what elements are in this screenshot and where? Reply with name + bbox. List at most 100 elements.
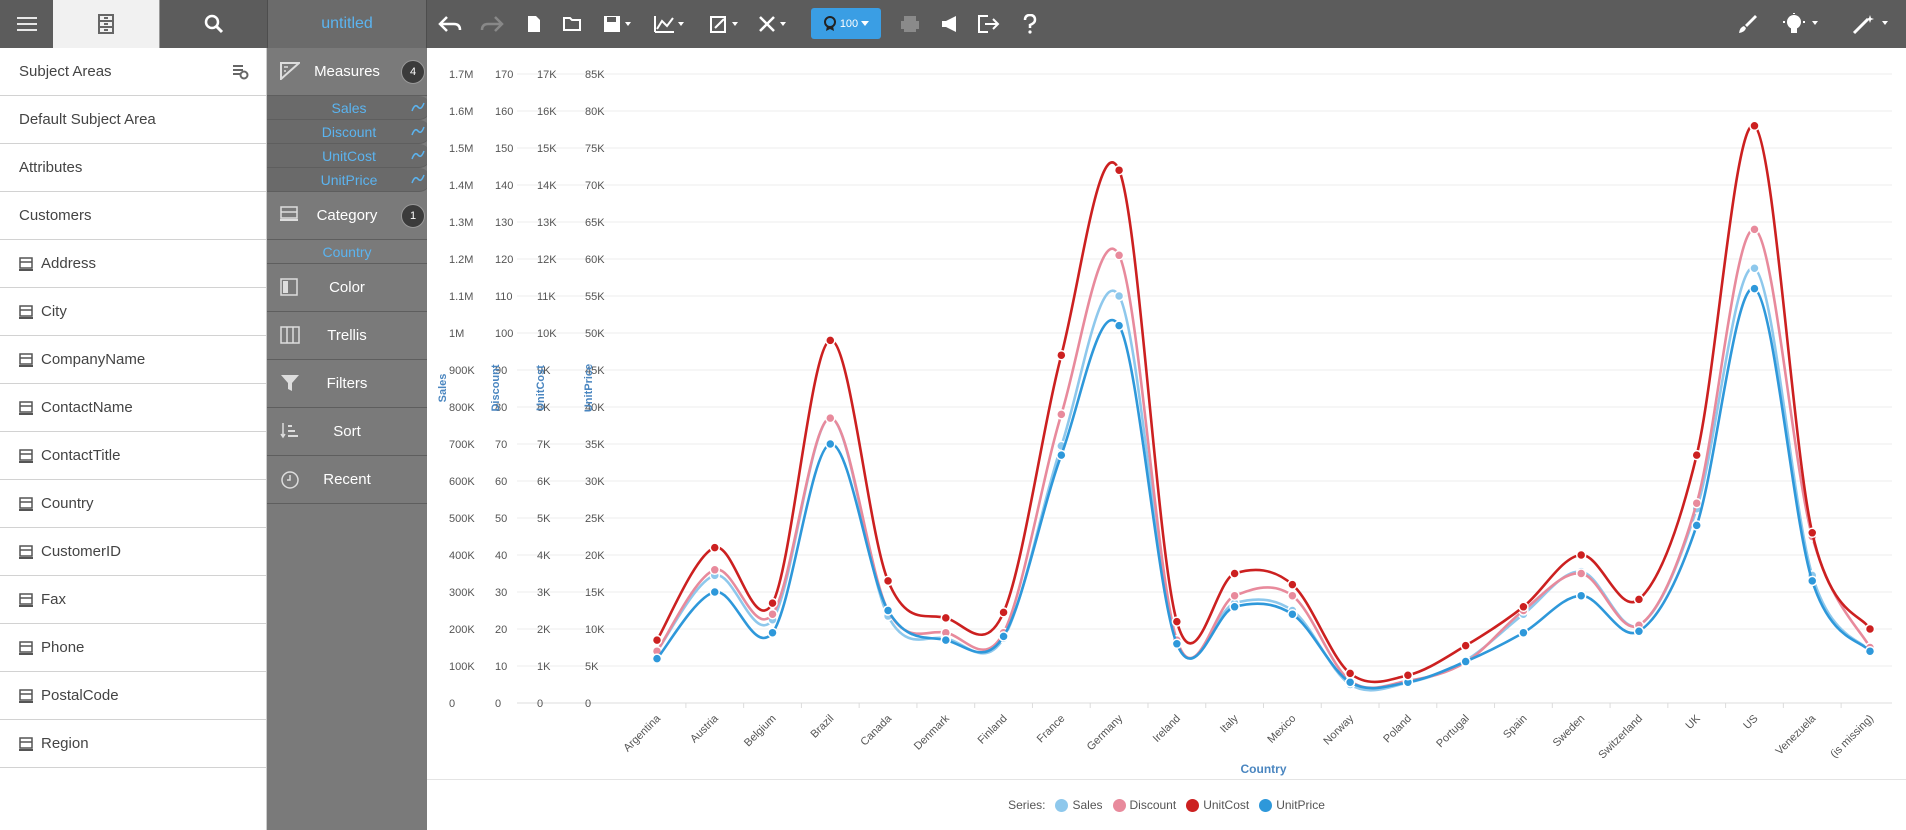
y-tick-label: 10K	[585, 624, 605, 636]
measures-shelf[interactable]: Measures 4	[267, 48, 427, 96]
y-tick-label: 20K	[585, 550, 605, 562]
measure-item-unitprice[interactable]: UnitPrice	[267, 168, 431, 192]
data-point	[1113, 164, 1125, 176]
measure-label: Discount	[321, 123, 377, 140]
trend-icon	[411, 126, 425, 136]
document-title[interactable]: untitled	[267, 0, 427, 48]
field-item[interactable]: ContactName	[0, 384, 266, 432]
color-label: Color	[329, 279, 365, 296]
y-tick-label: 1.7M	[449, 69, 473, 81]
save-button[interactable]	[600, 0, 636, 48]
field-item[interactable]: CompanyName	[0, 336, 266, 384]
field-label: Region	[41, 735, 89, 752]
y-tick-label: 600K	[449, 476, 475, 488]
list-item[interactable]: Subject Areas	[0, 48, 266, 96]
legend-item-discount[interactable]: Discount	[1112, 798, 1177, 812]
gear-icon[interactable]	[232, 64, 250, 80]
sort-shelf[interactable]: Sort	[267, 408, 427, 456]
line-chart[interactable]: 0 100K 200K 300K 400K 500K 600K 700K 800K 900K 1M 1…	[427, 48, 1906, 778]
new-document-button[interactable]	[522, 0, 546, 48]
data-point	[1287, 590, 1298, 601]
data-point	[1518, 627, 1529, 638]
y-tick-label: 40K	[585, 402, 605, 414]
list-item[interactable]: Default Subject Area	[0, 96, 266, 144]
y-axis-title: Discount	[490, 364, 502, 411]
legend-dot	[1055, 798, 1069, 812]
field-item[interactable]: Fax	[0, 576, 266, 624]
lightbulb-icon	[1783, 13, 1818, 33]
y-tick-label: 80	[495, 402, 507, 414]
field-label: Fax	[41, 591, 67, 608]
format-button[interactable]	[708, 0, 744, 48]
clock-icon	[281, 471, 299, 489]
field-item[interactable]: City	[0, 288, 266, 336]
export-button[interactable]	[976, 0, 1002, 48]
redo-button[interactable]	[478, 0, 506, 48]
data-point	[1113, 250, 1125, 261]
x-tick-label: Austria	[688, 712, 721, 745]
data-point	[1633, 594, 1645, 605]
trellis-shelf[interactable]: Trellis	[267, 312, 427, 360]
undo-button[interactable]	[436, 0, 464, 48]
list-item[interactable]: Customers	[0, 192, 266, 240]
print-button[interactable]	[898, 0, 922, 48]
open-button[interactable]	[560, 0, 586, 48]
y-tick-label: 5K	[585, 661, 599, 673]
chart-legend: Series: Sales Discount UnitCost UnitPric…	[427, 779, 1906, 830]
measure-item-discount[interactable]: Discount	[267, 120, 431, 144]
x-tick-label: Italy	[1218, 712, 1241, 735]
y-tick-label: 25K	[585, 513, 605, 525]
legend-item-unitcost[interactable]: UnitCost	[1186, 798, 1249, 812]
y-axis-title: UnitCost	[535, 365, 547, 411]
field-item[interactable]: Address	[0, 240, 266, 288]
help-button[interactable]	[1018, 0, 1042, 48]
field-item[interactable]: Region	[0, 720, 266, 768]
save-icon	[604, 16, 631, 32]
brush-button[interactable]	[1734, 0, 1760, 48]
y-tick-label: 40	[495, 550, 507, 562]
field-item[interactable]: ContactTitle	[0, 432, 266, 480]
field-item[interactable]: CustomerID	[0, 528, 266, 576]
magic-wand-button[interactable]	[1850, 0, 1894, 48]
search-tab[interactable]	[160, 0, 267, 48]
x-tick-label: Mexico	[1265, 713, 1298, 746]
y-tick-label: 130	[495, 217, 513, 229]
filters-shelf[interactable]: Filters	[267, 360, 427, 408]
measure-item-unitcost[interactable]: UnitCost	[267, 144, 431, 168]
list-item[interactable]: Attributes	[0, 144, 266, 192]
y-tick-label: 0	[495, 698, 501, 710]
y-tick-label: 55K	[585, 291, 605, 303]
field-item[interactable]: Country	[0, 480, 266, 528]
series-line-unitcost	[655, 124, 1872, 684]
category-item-country[interactable]: Country	[267, 240, 427, 264]
quality-badge-button[interactable]: 100	[811, 8, 881, 39]
y-tick-label: 85K	[585, 69, 605, 81]
color-shelf[interactable]: Color	[267, 264, 427, 312]
menu-button[interactable]	[0, 0, 53, 48]
category-shelf[interactable]: Category 1	[267, 192, 427, 240]
category-label: Category	[316, 207, 378, 224]
measures-count: 4	[401, 60, 425, 84]
field-label: CompanyName	[41, 351, 146, 368]
insights-button[interactable]	[1780, 0, 1824, 48]
y-tick-label: 11K	[537, 291, 556, 303]
y-tick-label: 1M	[449, 328, 464, 340]
field-item[interactable]: PostalCode	[0, 672, 266, 720]
y-tick-label: 45K	[585, 365, 605, 377]
cabinet-tab[interactable]	[53, 0, 160, 48]
field-item[interactable]: Phone	[0, 624, 266, 672]
legend-item-sales[interactable]: Sales	[1055, 798, 1103, 812]
legend-item-unitprice[interactable]: UnitPrice	[1259, 798, 1325, 812]
data-point	[1864, 623, 1876, 635]
announce-button[interactable]	[938, 0, 962, 48]
recent-shelf[interactable]: Recent	[267, 456, 427, 504]
y-tick-label: 170	[495, 69, 513, 81]
chart-type-button[interactable]	[652, 0, 688, 48]
trend-icon	[411, 102, 425, 112]
y-tick-label: 1.4M	[449, 180, 473, 192]
tools-button[interactable]	[756, 0, 792, 48]
legend-label: Discount	[1129, 798, 1177, 812]
measure-item-sales[interactable]: Sales	[267, 96, 431, 120]
data-point	[940, 612, 952, 624]
measure-label: UnitCost	[322, 147, 376, 164]
